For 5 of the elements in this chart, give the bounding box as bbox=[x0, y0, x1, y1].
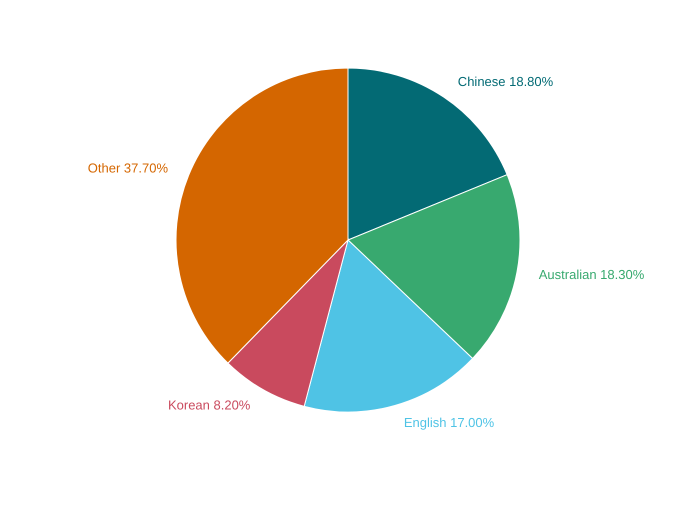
slice-label: English 17.00% bbox=[404, 414, 495, 430]
slice-label: Other 37.70% bbox=[88, 160, 168, 176]
slice-label: Australian 18.30% bbox=[538, 267, 645, 282]
slice-label: Korean 8.20% bbox=[168, 397, 251, 412]
slice-label: Chinese 18.80% bbox=[458, 74, 554, 90]
